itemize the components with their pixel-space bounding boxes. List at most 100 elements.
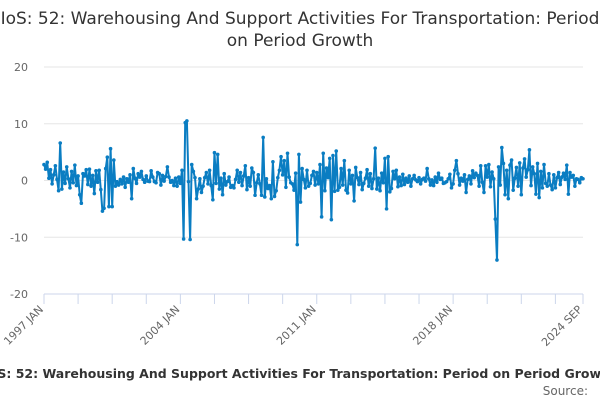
data-point [548,183,553,187]
data-point [389,186,394,191]
data-point [568,170,572,175]
data-point [375,187,379,191]
y-tick-label: 10 [14,118,28,131]
data-point [214,181,218,186]
data-point [339,166,343,171]
data-point [454,158,459,163]
data-point [529,183,533,188]
data-point [448,172,452,177]
data-point [534,192,538,196]
data-point [340,183,345,187]
chart-caption: IoS: 52: Warehousing And Support Activit… [0,366,600,381]
data-point [410,176,415,181]
data-point [103,166,108,171]
x-tick-label: 2018 JAN [410,303,455,348]
data-point [370,186,374,191]
data-point [275,175,280,180]
data-point [220,192,225,197]
data-point [272,194,277,199]
data-point [353,165,358,170]
data-point [573,184,577,188]
data-point [266,186,270,191]
data-point [253,193,257,198]
data-point [464,190,468,195]
data-point [147,179,152,184]
data-point [176,175,181,179]
source-label: Source: [542,384,588,398]
data-point [63,181,67,186]
data-point [331,153,335,158]
data-point [388,190,392,194]
data-point [487,162,491,167]
data-point [417,175,421,180]
data-point [154,180,158,185]
data-point [227,175,231,179]
data-point [344,188,348,192]
data-point [524,175,528,179]
data-point [206,182,210,186]
data-point [95,180,100,185]
data-point [308,181,313,186]
data-point [556,170,561,175]
data-point [310,173,314,178]
data-point [170,178,175,183]
data-point [318,162,322,167]
data-point [366,184,371,188]
data-point [254,180,259,185]
data-point [246,175,251,180]
data-point [193,175,197,180]
data-point [105,155,110,160]
data-point [501,161,506,166]
data-point [251,170,256,175]
data-point [538,169,543,174]
data-point [462,173,467,177]
data-point [274,188,278,193]
data-point [378,188,382,193]
data-point [167,175,171,179]
data-point [238,170,243,175]
x-tick-label: 1997 JAN [1,303,46,348]
data-point [313,183,317,187]
data-point [90,173,95,178]
data-point [120,182,124,186]
data-point [92,191,97,196]
data-point [577,180,582,185]
data-point [503,192,507,197]
data-point [500,145,504,150]
data-point [535,161,540,166]
data-point [461,179,465,183]
data-point [211,197,215,202]
data-point [551,173,556,177]
data-point [465,177,470,182]
data-point [259,193,264,198]
data-point [165,165,170,169]
data-point [373,146,377,150]
data-point [558,182,563,187]
data-point [571,173,576,178]
y-tick-label: -10 [10,231,28,244]
data-point [68,186,72,190]
data-point [519,192,524,197]
data-point [334,149,339,153]
data-point [139,169,144,174]
data-point [362,181,366,186]
data-point [279,154,283,159]
data-point [532,171,537,176]
data-point [506,196,511,201]
data-point [51,173,56,177]
data-point [243,163,248,168]
data-point [469,182,473,186]
data-point [99,187,103,192]
data-point [107,204,111,209]
data-point [516,184,520,188]
data-point [439,176,444,181]
data-point [198,176,202,181]
data-point [141,177,145,182]
data-point [564,163,569,167]
data-point [477,184,481,188]
data-point [352,199,356,203]
data-point [530,165,535,169]
data-point [495,258,499,262]
data-point [196,187,201,191]
data-point [204,170,209,175]
